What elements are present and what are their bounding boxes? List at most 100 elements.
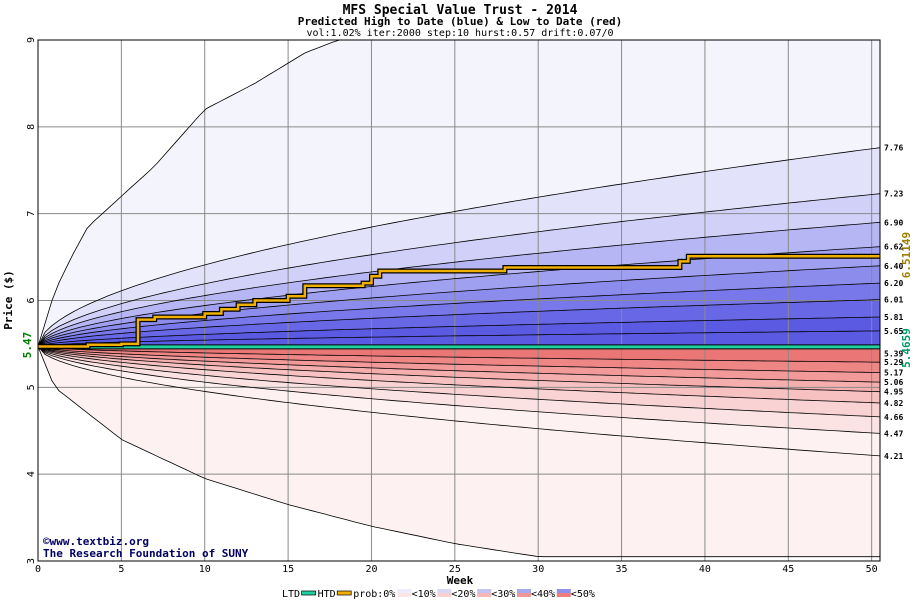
low-to-date-label: 5.4659 [900,328,913,368]
chart-title: MFS Special Value Trust - 2014 [343,3,578,18]
end-value-label: 6.20 [884,279,903,288]
x-tick-label: 10 [199,564,211,575]
chart-subtitle: Predicted High to Date (blue) & Low to D… [298,15,623,28]
band-boundary-line [37,346,881,404]
band-boundary-line [37,346,881,393]
low-band-area [38,346,880,557]
x-axis-label: Week [447,574,474,587]
high-band-area [38,222,880,347]
band-boundary-line [37,346,881,457]
legend-swatch [517,593,531,597]
band-boundary-line [37,147,881,347]
legend-label: LTD [282,589,300,600]
x-tick-label: 15 [282,564,294,575]
x-tick-label: 40 [699,564,711,575]
x-tick-label: 45 [782,564,794,575]
band-boundary-line [37,346,881,383]
high-band-area [38,193,880,347]
legend-swatch [397,593,412,597]
high-band-area [38,40,880,347]
low-band-area [38,346,880,403]
legend-swatch [437,593,452,597]
end-value-label: 5.81 [884,313,903,322]
band-boundary-line [37,330,881,347]
organization-text: The Research Foundation of SUNY [43,547,249,560]
end-value-label: 6.90 [884,218,903,227]
high-band-area [38,246,880,347]
low-band-area [38,346,880,363]
end-value-label: 4.21 [884,452,903,461]
x-tick-label: 35 [616,564,628,575]
legend-swatch [301,590,316,596]
x-tick-label: 50 [866,564,878,575]
end-value-label: 5.06 [884,378,903,387]
end-value-label: 4.47 [884,429,903,438]
end-value-label: 4.82 [884,399,903,408]
end-value-label: 4.66 [884,413,903,422]
legend-swatch [556,593,571,597]
band-boundary-line [37,282,881,347]
band-boundary-line [37,346,881,418]
end-value-label: 5.17 [884,369,903,378]
y-tick-label: 9 [26,37,37,43]
high-band-area [38,299,880,347]
legend-label: <20% [451,589,475,600]
end-value-label: 5.65 [884,327,903,336]
x-tick-label: 0 [35,564,41,575]
y-tick-label: 5 [26,384,37,390]
low-band-area [38,346,880,456]
low-band-area [38,346,880,392]
x-tick-label: 20 [365,564,377,575]
chart-params: vol:1.02% iter:2000 step:10 hurst:0.57 d… [306,28,613,39]
legend-swatch [397,589,412,593]
legend-label: prob:0% [353,589,395,600]
end-value-label: 4.95 [884,388,903,397]
high-band-area [38,147,880,347]
y-tick-label: 4 [26,471,37,477]
htd-line [38,254,880,348]
y-tick-label: 8 [26,124,37,130]
legend-label: HTD [318,589,336,600]
start-price-label: 5.47 [21,332,34,359]
end-value-label: 5.39 [884,349,903,358]
end-value-label: 6.62 [884,243,903,252]
band-boundary-line [37,346,881,363]
legend-swatch [437,589,452,593]
low-band-area [38,346,880,434]
y-tick-label: 7 [26,211,37,217]
y-axis-label: Price ($) [2,270,15,330]
band-boundary-line [37,299,881,347]
copyright-text: ©www.textbiz.org [43,535,149,548]
band-boundary-line [37,221,881,347]
high-band-area [38,265,880,347]
legend: LTD HTD prob:0% <10% <20% <30% <40% <50% [282,589,595,600]
x-tick-label: 5 [118,564,124,575]
legend-swatch [336,590,352,596]
outer-lower-line [37,346,880,558]
legend-label: <50% [571,589,595,600]
end-value-label: 6.40 [884,262,903,271]
legend-label: <10% [412,589,436,600]
band-boundary-line [37,346,881,373]
y-tick-label: 3 [26,558,37,564]
legend-swatch [477,589,492,593]
plot-border [37,39,881,562]
low-band-area [38,346,880,373]
y-tick-label: 6 [26,297,37,303]
x-tick-label: 25 [449,564,461,575]
low-band-area [38,346,880,417]
end-value-label: 7.76 [884,144,903,153]
end-value-label: 7.23 [884,190,903,199]
legend-swatch [517,589,531,593]
band-boundary-line [37,346,881,434]
plot-area [37,39,881,562]
end-value-label: 6.01 [884,296,903,305]
high-band-area [38,283,880,347]
band-boundary-line [37,193,881,347]
end-value-label: 5.29 [884,358,903,367]
high-to-date-label: 6.51149 [900,232,913,278]
legend-swatch [556,589,571,593]
x-tick-label: 30 [532,564,544,575]
legend-label: <40% [531,589,555,600]
